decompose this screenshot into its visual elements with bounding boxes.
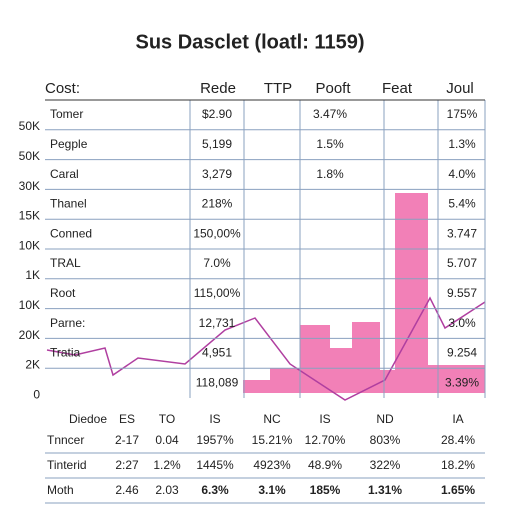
bottom-cell: 185% <box>310 483 341 497</box>
row-label: Pegple <box>50 137 88 151</box>
axis-label: 2K <box>25 358 40 372</box>
row-label: Root <box>50 286 76 300</box>
bottom-cell: 2.46 <box>115 483 139 497</box>
axis-label: 20K <box>19 328 40 342</box>
cell: 1.8% <box>316 167 344 181</box>
bottom-cell: Moth <box>47 483 74 497</box>
bottom-cell: 1445% <box>196 458 234 472</box>
column-header: Pooft <box>315 80 351 97</box>
cell: 175% <box>447 107 478 121</box>
cell: 3,279 <box>202 167 232 181</box>
cell: 115,00% <box>194 286 241 300</box>
bottom-cell: 0.04 <box>155 433 179 447</box>
bottom-cell: 28.4% <box>441 433 475 447</box>
bottom-header: ES <box>119 412 135 426</box>
row-label: Tratia <box>50 346 81 360</box>
cell: 5.4% <box>448 197 476 211</box>
row-label: Conned <box>50 226 92 240</box>
cell: 3.47% <box>313 107 347 121</box>
row-label: Thanel <box>50 197 87 211</box>
row-label: Tomer <box>50 107 83 121</box>
bottom-header: IS <box>319 412 330 426</box>
cell: 3.747 <box>447 226 477 240</box>
cell: 9.557 <box>447 286 477 300</box>
row-label: Parne: <box>50 316 85 330</box>
column-header: Rede <box>200 80 236 97</box>
cell: 3.39% <box>445 375 479 389</box>
axis-label: 50K <box>19 119 40 133</box>
column-header: Cost: <box>45 80 80 97</box>
bottom-header: IS <box>209 412 220 426</box>
bottom-cell: 1.65% <box>441 483 475 497</box>
cell: 1.3% <box>448 137 476 151</box>
cell: 4,951 <box>202 346 232 360</box>
bottom-cell: Tnncer <box>47 433 84 447</box>
cell: $2.90 <box>202 107 232 121</box>
cell: 9.254 <box>447 346 477 360</box>
bottom-cell: 322% <box>370 458 401 472</box>
bottom-cell: 2:27 <box>115 458 139 472</box>
axis-label: 1K <box>25 268 40 282</box>
cell: 118,089 <box>196 375 239 389</box>
axis-label: 50K <box>19 149 40 163</box>
row-label: Caral <box>50 167 79 181</box>
cell: 150,00% <box>193 226 241 240</box>
bottom-cell: 1.31% <box>368 483 402 497</box>
bottom-cell: 1957% <box>196 433 234 447</box>
bottom-cell: 12.70% <box>305 433 346 447</box>
bottom-cell: 18.2% <box>441 458 475 472</box>
bottom-cell: Tinterid <box>47 458 87 472</box>
bottom-cell: 4923% <box>253 458 291 472</box>
bottom-header: IA <box>452 412 463 426</box>
cell: 5.707 <box>447 256 477 270</box>
bottom-cell: 6.3% <box>201 483 229 497</box>
axis-label: 0 <box>33 387 40 401</box>
axis-label: 10K <box>19 238 40 252</box>
bottom-cell: 3.1% <box>258 483 286 497</box>
title: Sus Dasclet (loatl: 1159) <box>136 31 365 53</box>
cell: 5,199 <box>202 137 232 151</box>
bottom-cell: 803% <box>370 433 401 447</box>
column-header: TTP <box>264 80 292 97</box>
axis-label: 15K <box>19 209 40 223</box>
cell: 12,731 <box>199 316 236 330</box>
cell: 218% <box>202 197 233 211</box>
cell: 7.0% <box>203 256 231 270</box>
cell: 1.5% <box>316 137 344 151</box>
row-label: TRAL <box>50 256 81 270</box>
column-header: Joul <box>446 80 474 97</box>
bottom-header: Diedoe <box>69 412 107 426</box>
bottom-header: TO <box>159 412 175 426</box>
bottom-header: NC <box>263 412 281 426</box>
axis-label: 10K <box>19 298 40 312</box>
pink-area <box>46 193 486 401</box>
axis-label: 30K <box>19 179 40 193</box>
column-header: Feat <box>382 80 413 97</box>
cell: 4.0% <box>448 167 476 181</box>
bottom-cell: 48.9% <box>308 458 342 472</box>
bottom-cell: 15.21% <box>252 433 293 447</box>
bottom-cell: 2.03 <box>155 483 179 497</box>
bottom-cell: 2-17 <box>115 433 139 447</box>
bottom-cell: 1.2% <box>153 458 181 472</box>
bottom-header: ND <box>376 412 394 426</box>
cell: 3.0% <box>448 316 476 330</box>
